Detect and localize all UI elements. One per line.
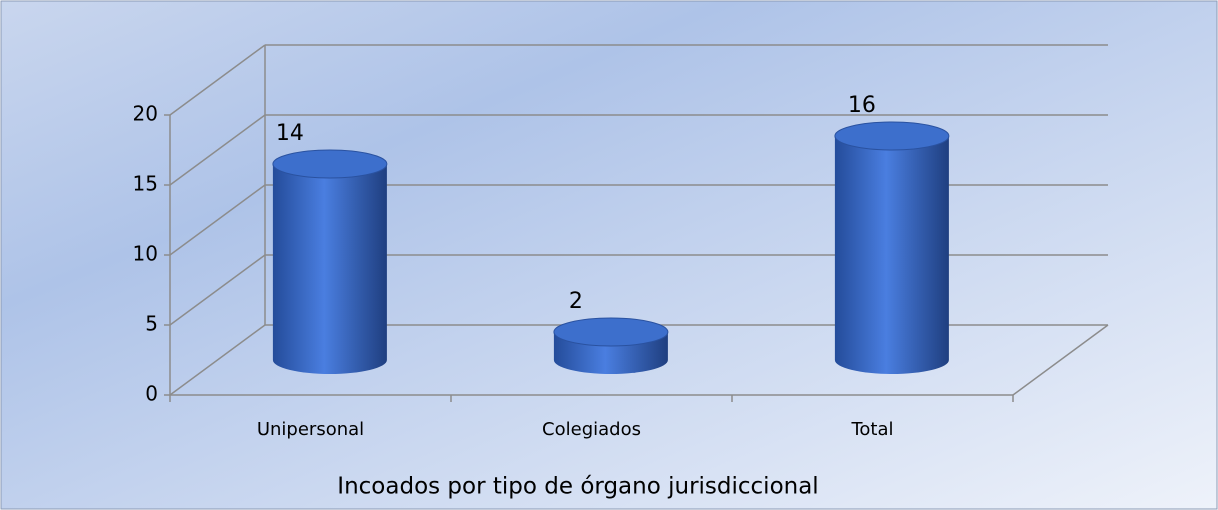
cylinder-body	[834, 136, 949, 374]
x-tick-label: Unipersonal	[257, 419, 364, 440]
grid-line	[169, 184, 266, 256]
y-tick-label: 20	[133, 102, 158, 126]
y-tick-label: 15	[133, 172, 158, 196]
cylinder-top	[553, 317, 669, 347]
y-tick-label: 5	[145, 312, 158, 336]
data-label: 2	[569, 289, 583, 314]
data-label: 14	[276, 121, 304, 146]
x-tick-label: Colegiados	[542, 419, 641, 440]
x-axis-title: Incoados por tipo de órgano jurisdiccion…	[337, 474, 818, 500]
y-tick-label: 10	[133, 242, 158, 266]
cylinder-body	[272, 164, 387, 374]
bar	[272, 149, 388, 374]
cylinder-top	[272, 149, 388, 179]
cylinder-top	[834, 121, 950, 151]
floor-edge	[1012, 324, 1109, 396]
y-tick-label: 0	[145, 382, 158, 406]
grid-line	[169, 44, 266, 116]
data-label: 16	[848, 93, 876, 118]
grid-line	[169, 254, 266, 326]
bar	[553, 317, 669, 374]
bar	[834, 121, 950, 374]
x-tick-label: Total	[850, 419, 893, 440]
grid-line	[169, 114, 266, 186]
grid-line	[169, 324, 266, 396]
